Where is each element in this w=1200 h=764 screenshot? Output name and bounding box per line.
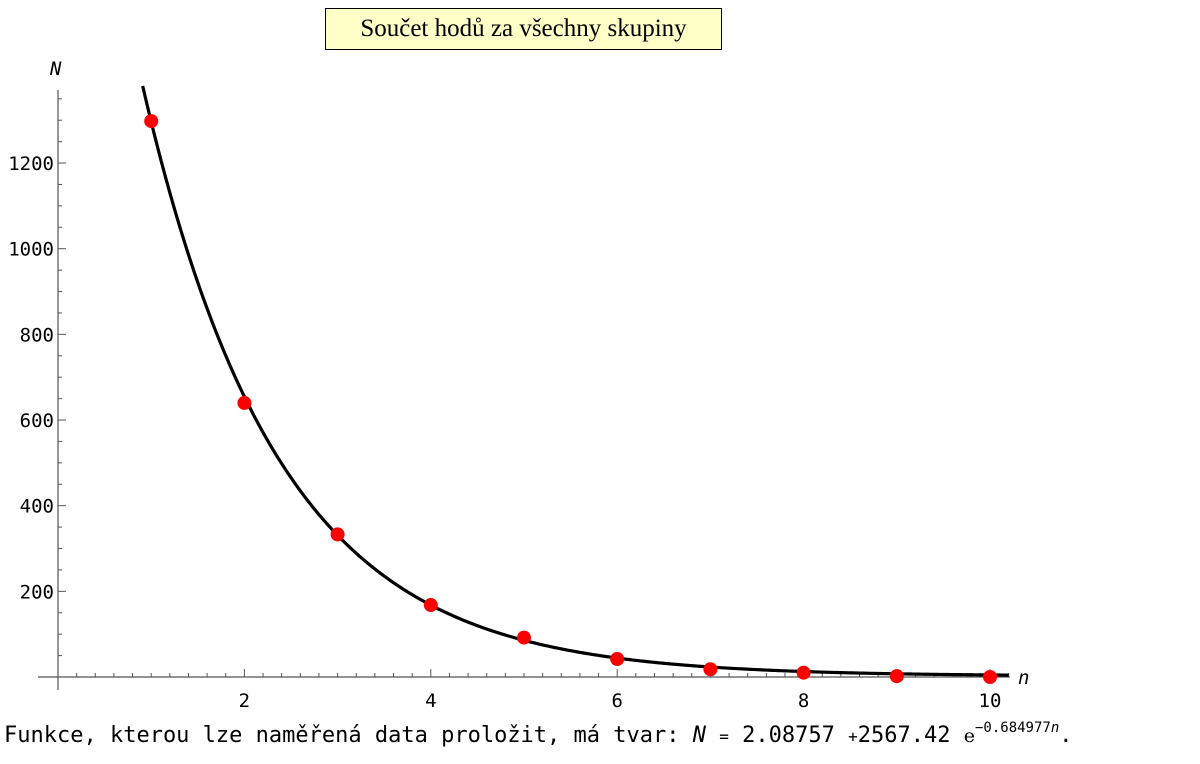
caption-exponent-variable: n xyxy=(1050,720,1060,736)
data-points xyxy=(144,114,997,684)
x-axis-label: n xyxy=(1018,667,1029,689)
y-axis-label: N xyxy=(49,58,62,80)
x-tick-label: 6 xyxy=(611,690,622,710)
data-point xyxy=(517,630,531,645)
fit-curve xyxy=(141,85,1009,677)
y-tick-label: 200 xyxy=(20,581,54,603)
data-point xyxy=(610,652,625,667)
caption-exponent-value: −0.684977 xyxy=(974,720,1051,736)
fit-caption: Funkce, kterou lze naměřená data proloži… xyxy=(4,720,1198,748)
caption-variable: N xyxy=(692,723,707,748)
x-tick-label: 10 xyxy=(979,690,1002,710)
chart: 2 4 6 8 10 200 400 600 800 1000 1200 N n xyxy=(8,58,1029,710)
data-point xyxy=(703,662,718,677)
y-tick-label: 600 xyxy=(20,410,54,432)
caption-constant-b: 2567.42 xyxy=(857,723,951,748)
data-point xyxy=(983,670,997,684)
data-point xyxy=(423,598,438,613)
data-point xyxy=(889,669,904,684)
caption-constant-a: 2.08757 xyxy=(742,723,835,748)
y-tick-label: 1000 xyxy=(8,239,54,261)
data-point xyxy=(330,527,345,542)
caption-euler-e: e xyxy=(963,725,975,747)
data-point xyxy=(796,665,811,680)
data-point xyxy=(144,114,159,129)
caption-plus: + xyxy=(848,727,858,746)
chart-title: Součet hodů za všechny skupiny xyxy=(325,8,722,50)
y-tick-label: 800 xyxy=(20,324,54,346)
y-tick-label: 400 xyxy=(20,496,54,518)
caption-period: . xyxy=(1059,723,1073,748)
caption-exponent: −0.684977n xyxy=(975,720,1059,736)
data-point xyxy=(237,395,252,410)
x-tick-label: 4 xyxy=(425,690,436,710)
caption-prefix: Funkce, kterou lze naměřená data proloži… xyxy=(4,723,680,748)
x-tick-label: 8 xyxy=(798,690,809,710)
axes: 2 4 6 8 10 200 400 600 800 1000 1200 xyxy=(8,90,1010,710)
x-tick-label: 2 xyxy=(239,690,250,710)
caption-equals: = xyxy=(719,727,729,746)
y-tick-label: 1200 xyxy=(8,153,54,175)
